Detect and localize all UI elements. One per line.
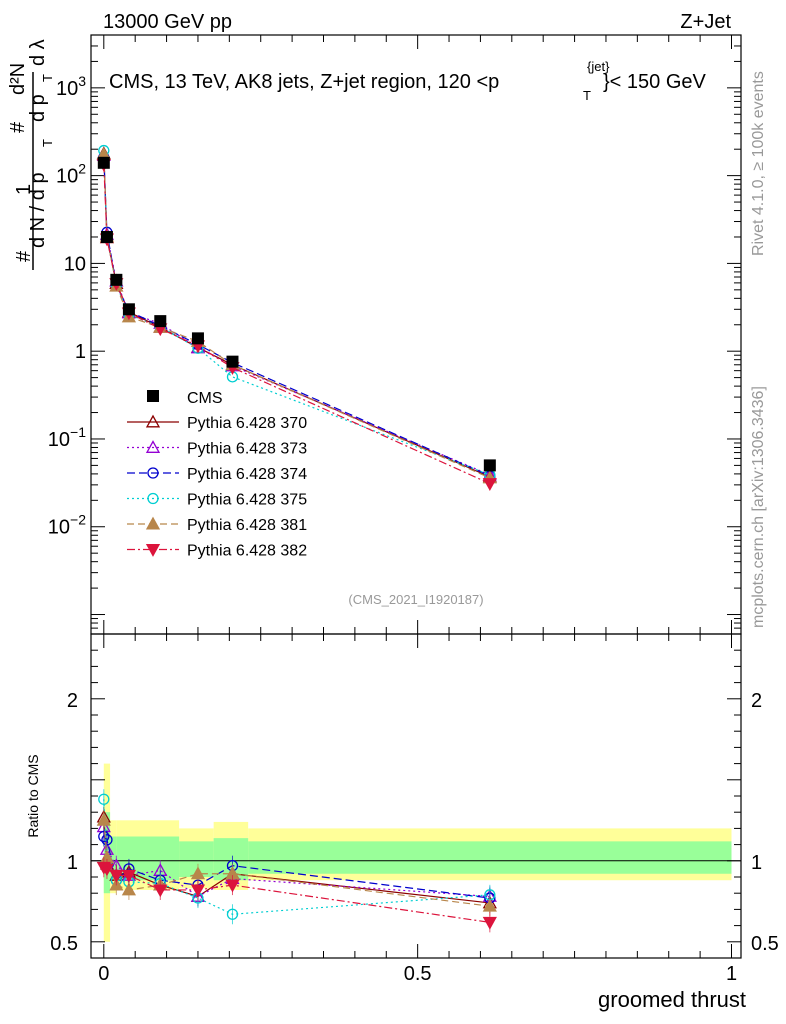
ratio-band-green (110, 836, 117, 881)
series-382-ratio-point (225, 879, 240, 893)
cms-data-point (154, 315, 167, 328)
ratio-y-tick-label-right: 1 (751, 852, 762, 874)
analysis-tag: (CMS_2021_I1920187) (348, 592, 483, 607)
legend-373-marker (145, 440, 161, 453)
ratio-band-green (248, 841, 732, 874)
legend-382-label: Pythia 6.428 382 (187, 543, 307, 560)
y-label-dpT: d p (27, 94, 49, 122)
cms-data-point (97, 156, 110, 169)
plot-title-sup: {jet} (587, 59, 610, 74)
legend-370-marker (145, 414, 161, 428)
ratio-y-tick-label-right: 0.5 (751, 933, 779, 955)
y-label-dN-dpT: d N / d p (27, 172, 49, 248)
legend-374-label: Pythia 6.428 374 (187, 466, 307, 483)
main-series-layer (96, 144, 497, 491)
series-374-ratio-point (98, 830, 110, 843)
legend-382-marker (145, 544, 161, 557)
ratio-plot-frame (90, 633, 742, 959)
series-382-ratio-point (190, 884, 206, 898)
series-381-ratio-point (190, 866, 206, 880)
main-y-tick-label: 103 (56, 73, 86, 100)
y-axis-label: # 1 d N / d p T # d²N d p T d λ (7, 39, 55, 262)
series-382-ratio-point (153, 884, 168, 898)
x-tick-label: 1 (726, 963, 737, 985)
series-381-ratio-point (482, 898, 497, 912)
series-381-ratio-line (103, 820, 490, 907)
x-tick-label: 0 (98, 963, 109, 985)
rivet-version-label: Rivet 4.1.0, ≥ 100k events (750, 71, 767, 256)
ratio-y-tick-label: 0.5 (50, 933, 78, 955)
plot-title-sub: T (583, 88, 591, 103)
series-382-point (482, 478, 497, 491)
y-label-d2N: d²N (7, 63, 29, 95)
legend-375-label: Pythia 6.428 375 (187, 492, 307, 509)
ratio-y-tick-label: 2 (67, 690, 78, 712)
series-373-ratio-line (103, 826, 490, 898)
ratio-y-axis-label: Ratio to CMS (25, 754, 41, 837)
series-375-ratio-point (226, 908, 239, 920)
legend-381-marker (145, 516, 161, 530)
legend: CMS Pythia 6.428 370 Pythia 6.428 373 Pythi… (127, 390, 307, 560)
legend-cms-label: CMS (187, 390, 223, 407)
cms-data-point (483, 459, 496, 472)
legend-cms-marker (147, 390, 159, 402)
legend-370-label: Pythia 6.428 370 (187, 415, 307, 432)
series-374-ratio-point (101, 834, 113, 846)
legend-373-label: Pythia 6.428 373 (187, 441, 307, 458)
x-axis-label: groomed thrust (598, 987, 746, 1012)
main-y-tick-label: 10 (64, 253, 86, 275)
series-381-ratio-point (121, 882, 137, 896)
y-label-T-sub-1: T (40, 139, 55, 147)
mcplots-credit-label: mcplots.cern.ch [arXiv:1306.3436] (750, 386, 767, 628)
plot-title: CMS, 13 TeV, AK8 jets, Z+jet region, 120… (109, 59, 707, 103)
series-374-ratio-line (103, 836, 490, 899)
legend-375-marker (147, 492, 159, 505)
series-381-ratio-point (96, 812, 111, 826)
cms-data-point (226, 355, 239, 368)
cms-data-point (191, 332, 204, 345)
plot-title-tail: }< 150 GeV (603, 71, 707, 93)
ratio-y-tick-label-right: 2 (751, 690, 762, 712)
y-label-hash-left: # (13, 250, 35, 262)
cms-data-point (110, 273, 123, 286)
main-y-tick-label: 102 (56, 161, 86, 188)
y-label-T-sub-2: T (40, 74, 55, 82)
cms-data-point (100, 230, 113, 243)
header-energy-label: 13000 GeV pp (103, 11, 232, 33)
y-label-dlambda: d λ (27, 39, 49, 66)
series-382-ratio-point (109, 869, 124, 883)
cms-data-point (122, 303, 135, 316)
main-y-tick-label: 1 (75, 341, 86, 363)
series-382-ratio-point (482, 916, 497, 930)
series-375-ratio-point (98, 793, 110, 805)
y-label-hash-right: # (7, 121, 29, 133)
main-y-tick-label: 10−2 (48, 512, 86, 539)
series-382-ratio-point (121, 869, 137, 883)
axis-ticks (91, 34, 741, 959)
header-process-label: Z+Jet (680, 11, 731, 33)
y-label-one: 1 (13, 184, 35, 195)
legend-374-marker (147, 467, 159, 479)
ratio-series-layer (96, 789, 497, 933)
main-y-tick-label: 10−1 (48, 424, 86, 451)
ratio-y-tick-label: 1 (67, 852, 78, 874)
x-tick-label: 0.5 (404, 963, 432, 985)
legend-381-label: Pythia 6.428 381 (187, 517, 307, 534)
ratio-uncertainty-bands (91, 763, 741, 942)
series-382-ratio-point (99, 863, 115, 877)
plot-title-main: CMS, 13 TeV, AK8 jets, Z+jet region, 120… (109, 71, 499, 93)
